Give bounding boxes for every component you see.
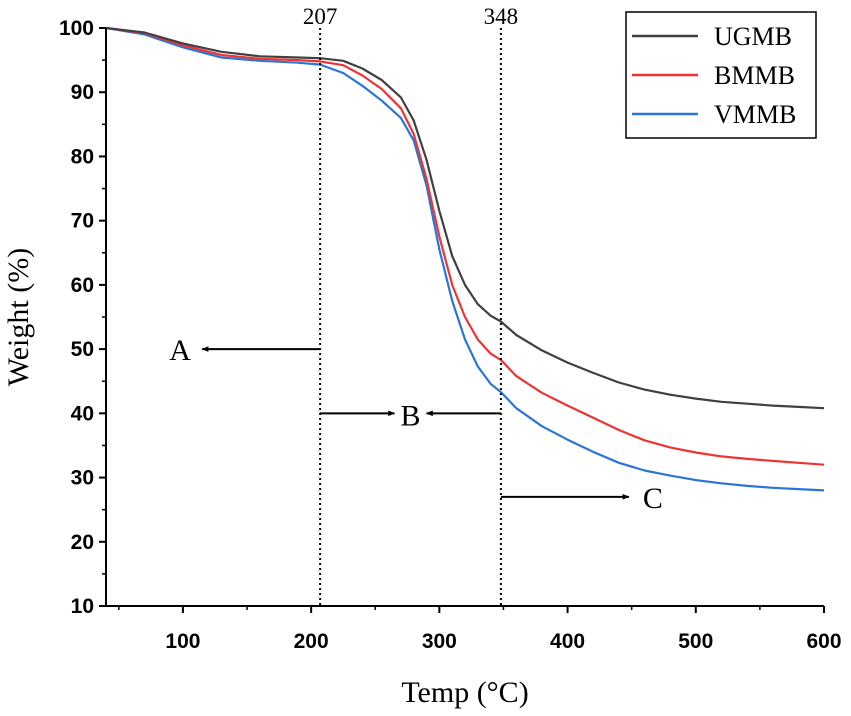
- y-axis-title: Weight (%): [2, 248, 35, 386]
- legend-label-ugmb: UGMB: [714, 22, 792, 51]
- vline-label-207: 207: [303, 4, 338, 29]
- y-tick-label: 80: [71, 145, 94, 168]
- series-line-ugmb: [105, 26, 825, 410]
- region-label-c: C: [643, 482, 663, 515]
- series-layer: [105, 26, 825, 492]
- region-label-b: B: [401, 399, 421, 432]
- y-tick-label: 40: [71, 402, 94, 425]
- x-tick-label: 100: [165, 630, 200, 653]
- x-tick-label: 500: [678, 630, 713, 653]
- region-label-a: A: [169, 334, 191, 367]
- series-line-vmmb: [105, 26, 825, 492]
- legend-label-bmmb: BMMB: [714, 61, 795, 90]
- y-tick-label: 20: [71, 531, 94, 554]
- x-tick-label: 200: [294, 630, 329, 653]
- vline-label-348: 348: [484, 4, 519, 29]
- y-tick-label: 10: [71, 595, 94, 618]
- annotation-layer: 207 348 A B C: [169, 4, 663, 606]
- y-tick-label: 60: [71, 274, 94, 297]
- legend-label-vmmb: VMMB: [714, 100, 796, 129]
- y-tick-label: 90: [71, 81, 94, 104]
- x-tick-label: 400: [550, 630, 585, 653]
- y-tick-label: 100: [59, 17, 94, 40]
- legend: UGMB BMMB VMMB: [625, 11, 817, 139]
- y-tick-label: 70: [71, 210, 94, 233]
- x-axis-title: Temp (°C): [401, 676, 528, 709]
- x-tick-label: 300: [422, 630, 457, 653]
- y-tick-label: 30: [71, 467, 94, 490]
- x-tick-label: 600: [806, 630, 841, 653]
- series-line-bmmb: [105, 26, 825, 466]
- y-tick-label: 50: [71, 338, 94, 361]
- axis-layer: 10 20 30 40 50 60 70 80 90 100 100 200 300 400 500 600 T…: [2, 17, 842, 709]
